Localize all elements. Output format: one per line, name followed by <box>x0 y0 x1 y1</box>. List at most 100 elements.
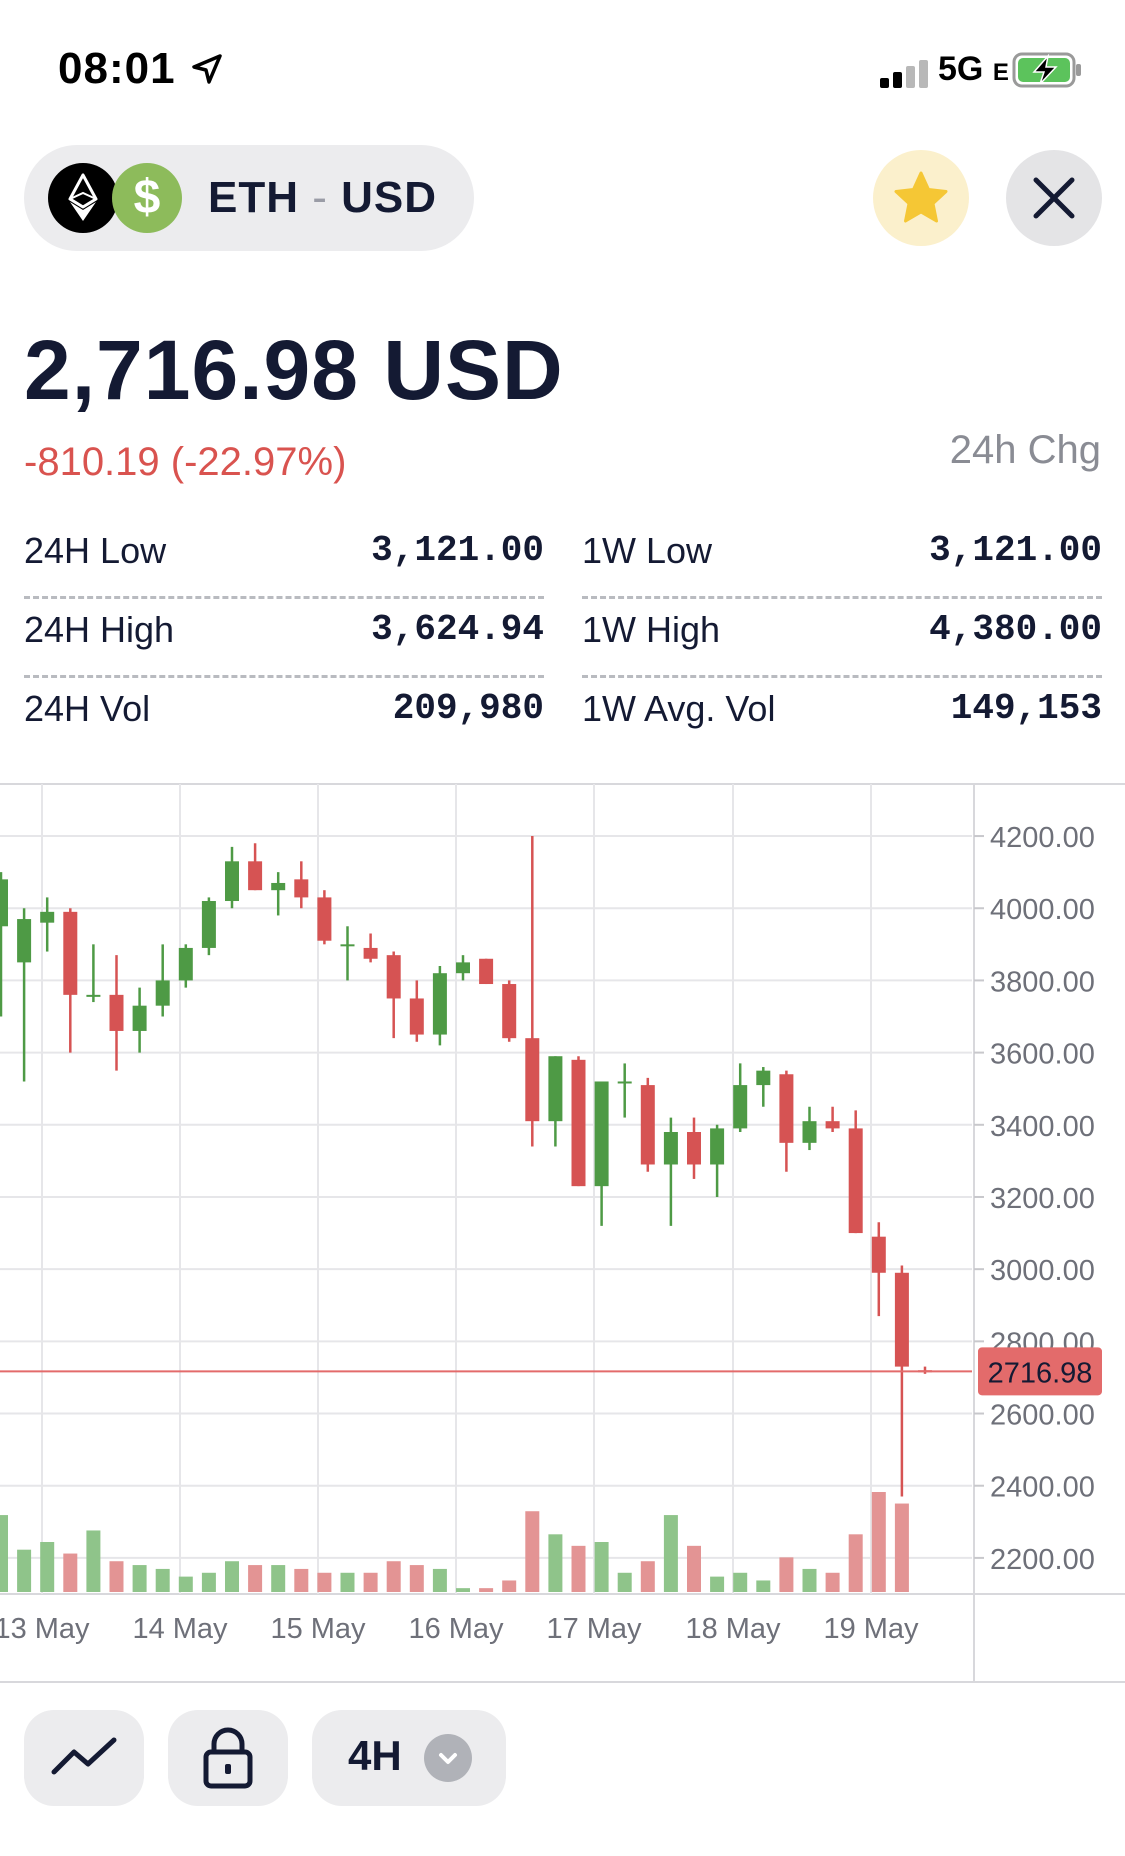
current-price: 2,716.98 USD <box>24 323 564 417</box>
volume-bar <box>687 1545 701 1592</box>
battery-charging-icon <box>1012 52 1081 88</box>
candle-body <box>733 1085 748 1129</box>
star-icon <box>894 171 948 223</box>
candle-body <box>594 1081 609 1187</box>
volume-bar <box>178 1576 193 1592</box>
candle-body <box>340 944 355 947</box>
stat-label: 24H Vol <box>24 688 151 729</box>
candle-body <box>271 882 286 891</box>
volume-bar <box>225 1561 239 1592</box>
volume-bar <box>109 1561 124 1592</box>
favorite-button[interactable] <box>873 150 969 246</box>
status-bar: 08:01 5G E <box>0 0 1125 140</box>
current-price-tag <box>978 1347 1102 1396</box>
candle-body <box>225 861 239 902</box>
volume-bar <box>710 1576 725 1592</box>
candle-body <box>640 1085 655 1165</box>
stat-label: 24H Low <box>24 530 167 571</box>
change-period-label: 24h Chg <box>949 428 1101 472</box>
volume-bar <box>848 1534 863 1592</box>
candle-body <box>178 947 193 981</box>
pair-selector[interactable]: $ ETH - USD <box>24 145 474 251</box>
candle-body <box>201 901 216 948</box>
volume-bar <box>779 1557 794 1592</box>
candle-body <box>17 919 32 963</box>
lock-button[interactable] <box>168 1710 288 1806</box>
volume-bar <box>733 1572 748 1592</box>
price-chart[interactable]: 4200.00 4000.00 3800.00 3600.00 3400.00 3200.… <box>0 782 1125 1687</box>
quote-currency: USD <box>341 173 438 222</box>
candle-body <box>894 1272 909 1367</box>
volume-bar <box>409 1565 424 1592</box>
close-button[interactable] <box>1006 150 1102 246</box>
x-tick-label: 16 May <box>408 1613 504 1645</box>
candle-body <box>756 1070 771 1086</box>
chart-type-button[interactable] <box>24 1710 144 1806</box>
eth-coin-icon <box>48 163 118 233</box>
candle-body <box>548 1056 563 1122</box>
volume-bar <box>86 1530 101 1592</box>
volume-bar <box>825 1572 840 1592</box>
chevron-down-icon <box>424 1734 472 1782</box>
candle-body <box>0 879 8 927</box>
stat-value: 149,153 <box>950 688 1102 729</box>
pair-label: ETH - USD <box>208 173 437 223</box>
candle-body <box>363 947 378 959</box>
candlestick-chart[interactable]: 4200.00 4000.00 3800.00 3600.00 3400.00 3200.… <box>0 782 1125 1687</box>
volume-bar <box>432 1568 447 1592</box>
stat-label: 1W Low <box>582 530 713 571</box>
y-tick-label: 3600.00 <box>990 1039 1095 1071</box>
candle-body <box>248 861 263 891</box>
stat-label: 1W Avg. Vol <box>582 688 776 729</box>
candle-body <box>479 958 494 985</box>
candle-body <box>779 1074 794 1143</box>
volume-bar <box>248 1565 263 1592</box>
interval-label: 4H <box>348 1732 402 1779</box>
y-tick-label: 2200.00 <box>990 1544 1095 1576</box>
pair-separator: - <box>312 173 328 222</box>
y-tick-label: 2600.00 <box>990 1400 1095 1432</box>
candle-body <box>63 911 78 995</box>
volume-bar <box>756 1580 771 1592</box>
candle-body <box>409 998 424 1035</box>
stat-1w-high: 1W High 4,380.00 <box>582 599 1102 678</box>
volume-bar <box>17 1549 32 1592</box>
x-tick-label: 14 May <box>132 1613 228 1645</box>
current-price-tag-label: 2716.98 <box>988 1357 1093 1389</box>
stat-value: 3,624.94 <box>371 609 544 650</box>
y-tick-label: 4000.00 <box>990 894 1095 926</box>
clock: 08:01 <box>58 44 176 93</box>
usd-coin-icon: $ <box>112 163 182 233</box>
stat-24h-vol: 24H Vol 209,980 <box>24 678 544 754</box>
volume-bar <box>479 1588 494 1592</box>
volume-bar <box>40 1542 55 1592</box>
candle-body <box>571 1059 586 1187</box>
volume-bar <box>363 1572 378 1592</box>
stat-24h-low: 24H Low 3,121.00 <box>24 520 544 599</box>
stat-label: 24H High <box>24 609 175 650</box>
candle-body <box>710 1128 725 1165</box>
volume-bar <box>340 1572 355 1592</box>
candle-body <box>825 1121 840 1129</box>
volume-bar <box>617 1572 632 1592</box>
stat-value: 209,980 <box>392 688 544 729</box>
location-arrow-icon <box>192 54 222 84</box>
volume-bar <box>201 1572 216 1592</box>
volume-bar <box>386 1561 401 1592</box>
candle-body <box>617 1081 632 1084</box>
candle-body <box>456 962 470 974</box>
volume-bar <box>0 1515 8 1592</box>
network-indicator: 5G E <box>938 50 1009 89</box>
stat-1w-avg-vol: 1W Avg. Vol 149,153 <box>582 678 1102 754</box>
candle-body <box>848 1128 863 1234</box>
interval-selector[interactable]: 4H <box>312 1710 506 1806</box>
y-tick-label: 2400.00 <box>990 1472 1095 1504</box>
candle-body <box>40 911 55 923</box>
chart-toolbar: 4H <box>0 1710 1125 1830</box>
stat-value: 4,380.00 <box>929 609 1102 650</box>
volume-bar <box>802 1568 817 1592</box>
candle-body <box>432 973 447 1035</box>
volume-bar <box>525 1511 540 1592</box>
x-tick-label: 19 May <box>823 1613 919 1645</box>
volume-bar <box>63 1553 78 1592</box>
